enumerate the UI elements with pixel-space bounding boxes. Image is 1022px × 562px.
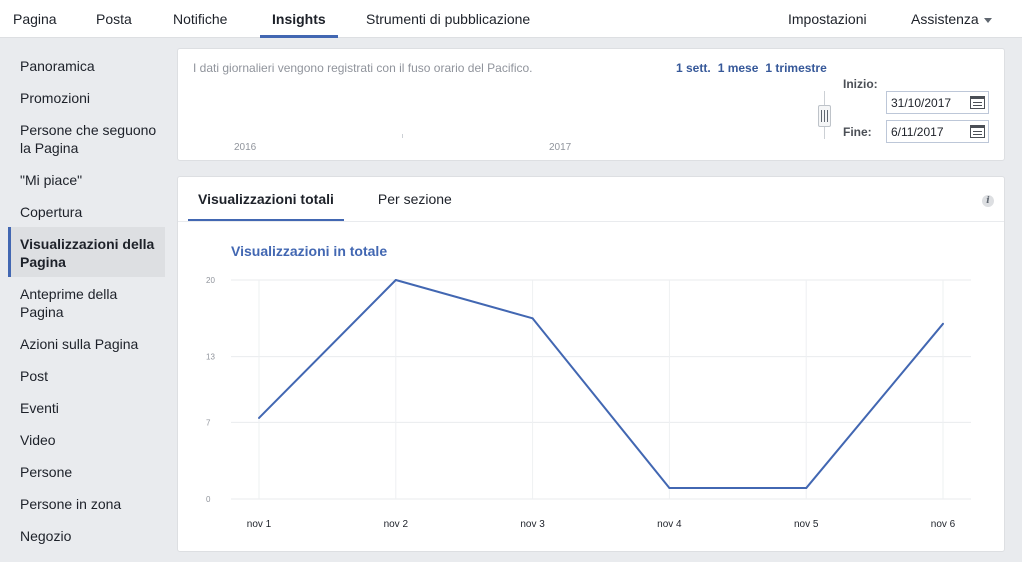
nav-posta[interactable]: Posta (96, 11, 132, 27)
start-date-value: 31/10/2017 (891, 96, 952, 110)
sidebar-item-events[interactable]: Eventi (20, 400, 59, 416)
insights-sidebar: Panoramica Promozioni Persone che seguon… (0, 39, 170, 562)
end-date-label: Fine: (843, 125, 872, 139)
sidebar-item-overview[interactable]: Panoramica (20, 58, 95, 74)
nav-pagina[interactable]: Pagina (13, 11, 57, 27)
sidebar-item-promotions[interactable]: Promozioni (20, 90, 91, 106)
nav-insights[interactable]: Insights (260, 0, 338, 38)
sidebar-item-video[interactable]: Video (20, 432, 56, 448)
nav-settings[interactable]: Impostazioni (788, 11, 867, 27)
timeline-range-handle[interactable] (818, 105, 831, 127)
nav-help-wrap: Assistenza (911, 0, 992, 38)
sidebar-item-page-views[interactable]: Visualizzazioni della Pagina (8, 227, 165, 277)
data-point (805, 487, 808, 490)
y-tick-label: 13 (206, 353, 215, 362)
data-point (531, 317, 534, 320)
nav-notifiche-wrap: Notifiche (173, 0, 227, 38)
tab-total-views[interactable]: Visualizzazioni totali (188, 177, 344, 221)
timezone-note: I dati giornalieri vengono registrati co… (193, 61, 533, 75)
timeline-tick (402, 134, 403, 138)
end-date-field[interactable]: 6/11/2017 (886, 120, 989, 143)
grip-line (821, 110, 822, 122)
nav-publishing-tools-wrap: Strumenti di pubblicazione (366, 0, 530, 38)
sidebar-item-likes[interactable]: "Mi piace" (20, 172, 83, 188)
year-label-2017: 2017 (549, 142, 572, 153)
x-tick-label: nov 5 (794, 519, 819, 530)
y-tick-label: 20 (206, 276, 215, 285)
chart-tabs: Visualizzazioni totali Per sezione (188, 177, 462, 221)
nav-notifiche[interactable]: Notifiche (173, 11, 228, 27)
range-presets: 1 sett. 1 mese 1 trimestre (676, 61, 827, 75)
sidebar-item-posts[interactable]: Post (20, 368, 49, 384)
top-navigation-bar: Pagina Posta Notifiche Insights Strument… (0, 0, 1022, 38)
data-point (258, 416, 260, 419)
start-date-field[interactable]: 31/10/2017 (886, 91, 989, 114)
sidebar-item-followers[interactable]: Persone che seguono la Pagina (20, 122, 157, 156)
grip-line (824, 110, 825, 122)
calendar-icon[interactable] (970, 96, 985, 109)
grip-line (827, 110, 828, 122)
data-point (394, 279, 397, 281)
y-tick-label: 0 (206, 495, 211, 504)
nav-publishing-tools[interactable]: Strumenti di pubblicazione (366, 11, 531, 27)
range-1-month-link[interactable]: 1 mese (717, 61, 759, 75)
sidebar-item-reach[interactable]: Copertura (20, 204, 83, 220)
start-date-label: Inizio: (843, 77, 878, 91)
nav-posta-wrap: Posta (96, 0, 132, 38)
tabs-divider (178, 221, 1004, 222)
y-tick-label: 7 (206, 418, 211, 427)
info-icon[interactable]: i (982, 195, 994, 207)
tab-by-section[interactable]: Per sezione (377, 191, 452, 207)
sidebar-item-people[interactable]: Persone (20, 464, 73, 480)
sidebar-item-local[interactable]: Persone in zona (20, 496, 122, 512)
nav-help-label: Assistenza (911, 11, 979, 27)
date-range-panel: I dati giornalieri vengono registrati co… (177, 48, 1005, 161)
nav-help[interactable]: Assistenza (911, 0, 992, 38)
chart-title: Visualizzazioni in totale (231, 243, 388, 259)
nav-settings-wrap: Impostazioni (788, 0, 867, 38)
page-nav: Pagina (13, 0, 57, 38)
x-tick-label: nov 1 (247, 519, 272, 530)
range-1-quarter-link[interactable]: 1 trimestre (765, 61, 827, 75)
data-point (942, 322, 944, 325)
x-tick-label: nov 2 (384, 519, 409, 530)
year-label-2016: 2016 (234, 142, 257, 153)
nav-insights-wrap: Insights (260, 0, 338, 38)
end-date-value: 6/11/2017 (891, 125, 944, 139)
chevron-down-icon (983, 17, 992, 23)
sidebar-item-page-previews[interactable]: Anteprime della Pagina (20, 286, 118, 320)
x-tick-label: nov 3 (520, 519, 545, 530)
range-1-week-link[interactable]: 1 sett. (676, 61, 711, 75)
page-views-line-chart: 0 7 13 20 nov 1 nov 2 nov 3 nov 4 nov 5 nov 6 (206, 276, 971, 530)
sidebar-item-shop[interactable]: Negozio (20, 528, 72, 544)
x-tick-label: nov 4 (657, 519, 682, 530)
series-line (258, 279, 944, 490)
page-views-chart-card: Visualizzazioni totali Per sezione i Vis… (177, 176, 1005, 552)
sidebar-item-actions[interactable]: Azioni sulla Pagina (20, 336, 139, 352)
data-point (668, 487, 671, 490)
x-tick-label: nov 6 (931, 519, 956, 530)
calendar-icon[interactable] (970, 125, 985, 138)
